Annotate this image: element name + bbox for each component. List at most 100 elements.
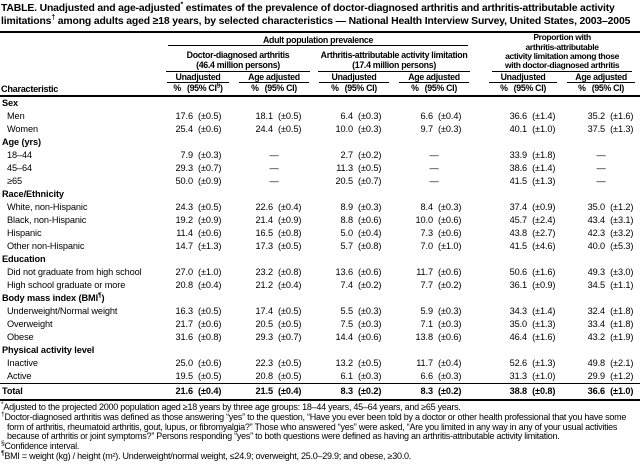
value-percent: 32.4 xyxy=(587,306,606,316)
value-confidence-interval: (±0.2) xyxy=(354,383,394,401)
value-percent: 19.2 xyxy=(175,215,194,225)
column-header-characteristic: Characteristic xyxy=(0,33,162,97)
footnotes: *Adjusted to the projected 2000 populati… xyxy=(0,401,640,462)
value-percent: 10.0 xyxy=(415,215,434,225)
value-percent: 25.4 xyxy=(175,124,194,134)
value-percent: 35.0 xyxy=(509,319,528,329)
value-percent: 11.7 xyxy=(416,267,433,277)
subheader-pct-ci: % (95% CI) xyxy=(484,83,563,97)
value-percent: 50.6 xyxy=(509,267,528,277)
value-confidence-interval: (±0.9) xyxy=(278,215,302,225)
value-percent: 45.7 xyxy=(509,215,528,225)
table-row: Hispanic 11.4 (±0.6) 16.5 (±0.8) 5.0 (±0.4) 7.3… xyxy=(0,227,640,240)
value-confidence-interval: (±0.8) xyxy=(528,383,563,401)
value-percent: 21.7 xyxy=(175,319,194,329)
value-confidence-interval: (±0.5) xyxy=(278,111,302,121)
value-confidence-interval: (±0.5) xyxy=(278,371,302,381)
value-confidence-interval: (±0.2) xyxy=(358,150,382,160)
subheader-pct-ci: % (95% CI) xyxy=(394,83,475,97)
column-gap xyxy=(474,110,484,123)
group3-line: with doctor-diagnosed arthritis xyxy=(492,61,633,72)
value-percent: 13.8 xyxy=(415,332,434,342)
value-percent: 14.7 xyxy=(175,241,194,251)
value-confidence-interval: (±0.3) xyxy=(438,319,462,329)
value-confidence-interval: (±0.7) xyxy=(198,163,222,173)
value-confidence-interval: (±0.5) xyxy=(198,111,222,121)
value-confidence-interval: (±1.3) xyxy=(532,319,556,329)
column-gap xyxy=(474,305,484,318)
value-confidence-interval: (±0.6) xyxy=(358,267,382,277)
value-confidence-interval: (±1.4) xyxy=(532,163,556,173)
value-confidence-interval: (±0.2) xyxy=(434,383,475,401)
value-percent: 18.1 xyxy=(255,111,274,121)
value-percent: 8.4 xyxy=(420,202,434,212)
group1-line: (46.4 million persons) xyxy=(166,60,310,72)
row-label: Race/Ethnicity xyxy=(2,189,64,199)
value-confidence-interval: (±0.3) xyxy=(438,202,462,212)
value-percent: 20.5 xyxy=(255,319,274,329)
value-confidence-interval: (±1.1) xyxy=(610,280,634,290)
group3-line: activity limitation among those xyxy=(505,51,619,61)
value-percent: 21.6 xyxy=(162,383,194,401)
section-row: Physical activity level xyxy=(0,344,640,357)
value-confidence-interval: (±0.6) xyxy=(438,267,462,277)
table-row: Did not graduate from high school 27.0 (±1… xyxy=(0,266,640,279)
table-row: Black, non-Hispanic 19.2 (±0.9) 21.4 (±0.9) 8… xyxy=(0,214,640,227)
value-confidence-interval: (±0.8) xyxy=(278,228,302,238)
value-percent: 36.6 xyxy=(509,111,528,121)
value-confidence-interval: (±0.6) xyxy=(198,319,222,329)
value-not-applicable: — xyxy=(429,163,439,173)
value-not-applicable: — xyxy=(269,150,279,160)
column-gap xyxy=(474,266,484,279)
footnote-definition: †Doctor-diagnosed arthritis was defined … xyxy=(1,411,638,442)
value-percent: 20.8 xyxy=(175,280,194,290)
value-percent: 10.0 xyxy=(335,124,354,134)
value-confidence-interval: (±0.3) xyxy=(358,319,382,329)
value-confidence-interval: (±0.4) xyxy=(274,383,314,401)
value-percent: 41.5 xyxy=(509,176,528,186)
value-confidence-interval: (±0.4) xyxy=(438,358,462,368)
table-row: High school graduate or more 20.8 (±0.4) 21… xyxy=(0,279,640,292)
column-gap xyxy=(474,214,484,227)
value-confidence-interval: (±1.4) xyxy=(532,306,556,316)
value-confidence-interval: (±2.1) xyxy=(610,358,634,368)
value-percent: 42.3 xyxy=(587,228,606,238)
footnote-marker: * xyxy=(1,401,4,408)
value-percent: 19.5 xyxy=(175,371,194,381)
value-percent: 8.9 xyxy=(340,202,354,212)
value-not-applicable: — xyxy=(269,163,279,173)
column-gap xyxy=(474,357,484,370)
value-percent: 49.8 xyxy=(587,358,606,368)
value-percent: 20.8 xyxy=(255,371,274,381)
section-row: Sex xyxy=(0,96,640,110)
value-confidence-interval: (±1.3) xyxy=(532,176,556,186)
footnote-text: Adjusted to the projected 2000 populatio… xyxy=(3,402,461,412)
value-percent: 36.6 xyxy=(562,383,607,401)
value-confidence-interval: (±0.7) xyxy=(278,332,302,342)
column-gap xyxy=(474,370,484,384)
value-percent: 5.5 xyxy=(340,306,354,316)
value-confidence-interval: (±0.6) xyxy=(358,332,382,342)
value-percent: 13.6 xyxy=(335,267,354,277)
subheader-age-adjusted: Age adjusted xyxy=(394,72,474,84)
value-confidence-interval: (±0.6) xyxy=(438,332,462,342)
value-confidence-interval: (±0.4) xyxy=(278,280,302,290)
row-label: Total xyxy=(0,383,162,401)
footnote-marker: ¶ xyxy=(1,449,5,457)
value-confidence-interval: (±1.0) xyxy=(438,241,462,251)
value-confidence-interval: (±3.2) xyxy=(610,228,634,238)
value-confidence-interval: (±0.3) xyxy=(198,150,222,160)
value-confidence-interval: (±3.0) xyxy=(610,267,634,277)
value-confidence-interval: (±1.0) xyxy=(198,267,222,277)
value-percent: 8.8 xyxy=(340,215,354,225)
value-percent: 17.6 xyxy=(175,111,194,121)
value-percent: 24.3 xyxy=(175,202,194,212)
subheader-age-adjusted: Age adjusted xyxy=(234,72,314,84)
value-percent: 22.3 xyxy=(255,358,274,368)
footnote-marker: § xyxy=(1,440,5,448)
value-percent: 46.4 xyxy=(509,332,528,342)
value-percent: 2.7 xyxy=(340,150,354,160)
value-percent: 35.0 xyxy=(587,202,606,212)
value-percent: 6.4 xyxy=(340,111,354,121)
value-confidence-interval: (±1.2) xyxy=(610,371,634,381)
